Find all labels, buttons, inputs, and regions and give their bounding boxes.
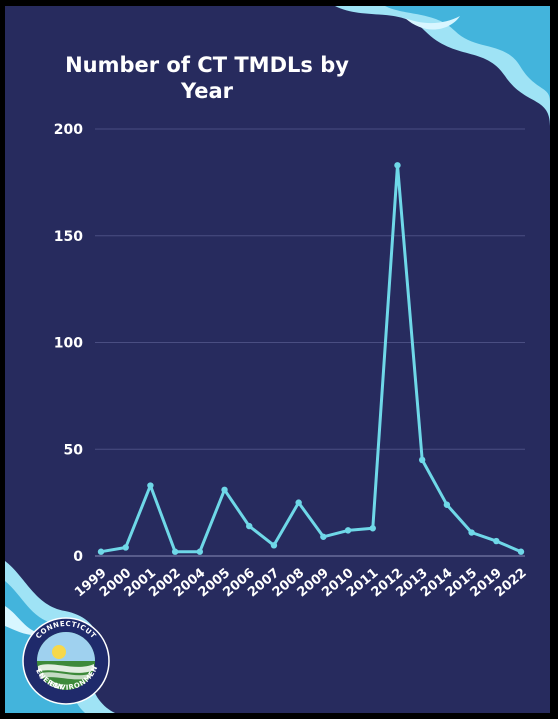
data-point-2006 [246, 522, 253, 530]
chart-panel: Number of CT TMDLs by Year 0 50 100 150 200 … [5, 6, 550, 713]
wave-top-right-dark [385, 6, 550, 101]
grid-layer [95, 128, 525, 557]
data-point-2014 [443, 501, 451, 508]
y-tick-label: 50 [64, 442, 84, 458]
series-points-layer [97, 162, 525, 555]
data-point-2002 [171, 548, 179, 555]
data-point-2000 [122, 544, 129, 551]
line-chart: 0 50 100 150 200 199920002001200220042005200… [54, 122, 530, 601]
data-point-2012 [394, 162, 401, 169]
y-axis-ticks: 0 50 100 150 200 [54, 122, 83, 565]
series-line-layer [99, 163, 523, 554]
y-tick-label: 150 [54, 229, 83, 245]
y-tick-label: 100 [54, 336, 83, 352]
data-point-2007 [270, 542, 278, 549]
data-point-2011 [369, 525, 376, 532]
data-point-2009 [320, 533, 327, 540]
wave-bottom-left-curl [5, 606, 43, 636]
data-point-2013 [418, 456, 426, 464]
data-point-2019 [493, 537, 500, 545]
data-point-1999 [97, 548, 105, 555]
data-point-2010 [344, 527, 352, 534]
data-point-2005 [221, 486, 228, 494]
data-point-2015 [468, 529, 475, 536]
y-tick-label: 0 [73, 549, 83, 565]
data-point-2022 [517, 548, 525, 555]
x-axis-ticks: 1999200020012002200420052006200720082009… [72, 566, 529, 601]
ct-deep-logo: CONNECTICUT ENERGY ENVIRONMENT [21, 616, 110, 705]
data-point-2008 [295, 499, 302, 506]
y-tick-label: 200 [54, 122, 83, 138]
data-point-2004 [196, 548, 204, 555]
chart-title: Number of CT TMDLs by Year [65, 53, 349, 103]
wave-top-right-curl [405, 16, 460, 30]
data-point-2001 [147, 482, 154, 489]
series-line [99, 163, 523, 554]
